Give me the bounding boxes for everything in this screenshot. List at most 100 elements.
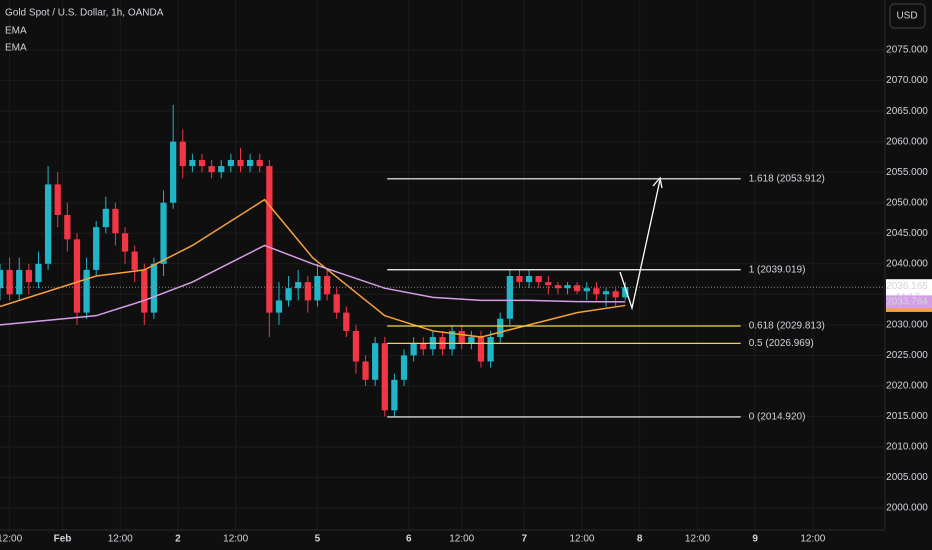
candle-body <box>314 275 321 301</box>
candle-body <box>506 275 513 319</box>
candle-body <box>516 275 523 283</box>
candle-body <box>323 275 331 295</box>
x-tick-label: 7 <box>521 534 527 545</box>
fib-label: 0 (2014.920) <box>749 412 806 423</box>
candle-body <box>583 288 590 292</box>
x-tick-label: 5 <box>315 534 321 545</box>
x-tick-label: 12:00 <box>0 534 23 545</box>
candle-body <box>150 263 158 313</box>
chart-title: Gold Spot / U.S. Dollar, 1h, OANDA <box>5 8 164 19</box>
candle-body <box>246 159 254 167</box>
x-tick-label: Feb <box>54 534 72 545</box>
ema-line <box>0 198 626 338</box>
candle-body <box>102 208 109 228</box>
y-tick-label: 2065.000 <box>886 106 928 117</box>
candle-body <box>208 166 215 173</box>
candle-body <box>477 337 485 362</box>
fib-label: 0.618 (2029.813) <box>749 321 825 332</box>
candle-body <box>574 285 581 292</box>
candle-body <box>64 214 71 240</box>
candle-body <box>198 159 206 167</box>
candle-body <box>622 287 629 298</box>
candle-body <box>545 282 552 286</box>
candle-body <box>612 291 619 298</box>
x-tick-label: 6 <box>406 534 412 545</box>
candle-body <box>343 312 350 331</box>
x-tick-label: 2 <box>175 534 181 545</box>
arrow-head <box>652 176 663 189</box>
y-tick-label: 2015.000 <box>886 411 928 422</box>
fib-label: 0.5 (2026.969) <box>749 338 814 349</box>
candle-body <box>227 159 234 167</box>
candle-body <box>16 269 23 295</box>
candle-body <box>535 275 542 283</box>
y-tick-label: 2010.000 <box>886 442 928 453</box>
candle-body <box>458 330 465 344</box>
candle-body <box>35 263 42 283</box>
y-tick-label: 2075.000 <box>886 45 928 56</box>
y-tick-label: 2070.000 <box>886 75 928 86</box>
currency[interactable]: USD <box>896 11 917 22</box>
candle-body <box>362 361 369 380</box>
candle-body <box>468 337 475 344</box>
candle-body <box>189 159 196 167</box>
candle-body <box>564 285 571 289</box>
candle-body <box>266 166 273 313</box>
candle-body <box>497 318 504 338</box>
candle-body <box>73 239 81 313</box>
candle-body <box>391 379 398 411</box>
candle-body <box>410 343 417 356</box>
ema-tag <box>886 295 932 309</box>
candle-body <box>6 269 13 295</box>
x-tick-label: 12:00 <box>800 534 825 545</box>
y-tick-label: 2030.000 <box>886 319 928 330</box>
candle-body <box>593 288 600 295</box>
candle-body <box>179 141 186 167</box>
candle-body <box>237 159 244 167</box>
y-tick-label: 2050.000 <box>886 197 928 208</box>
candle-body <box>131 251 138 270</box>
candle-body <box>218 166 225 173</box>
x-tick-label: 8 <box>637 534 643 545</box>
y-tick-label: 2020.000 <box>886 381 928 392</box>
candle-body <box>112 208 119 234</box>
candle-body <box>256 159 263 167</box>
fib-label: 1.618 (2053.912) <box>749 173 825 184</box>
candle-body <box>352 330 360 362</box>
candle-body <box>93 227 100 270</box>
candle-body <box>448 330 456 350</box>
candle-body <box>54 184 61 215</box>
y-tick-label: 2025.000 <box>886 350 928 361</box>
candle-body <box>44 184 52 264</box>
legend-entry: EMA <box>5 26 27 37</box>
y-tick-label: 2040.000 <box>886 258 928 269</box>
y-tick-label: 2005.000 <box>886 472 928 483</box>
x-tick-label: 9 <box>752 534 758 545</box>
candle-body <box>285 288 292 301</box>
x-tick-label: 12:00 <box>685 534 710 545</box>
candle-body <box>295 282 302 289</box>
candle-body <box>0 269 4 289</box>
candle-body <box>381 343 388 411</box>
candle-body <box>160 202 167 264</box>
candle-body <box>525 275 533 283</box>
y-tick-label: 2060.000 <box>886 136 928 147</box>
candle-body <box>25 269 32 283</box>
x-tick-label: 12:00 <box>449 534 474 545</box>
candle-body <box>121 233 129 252</box>
currency-box[interactable] <box>889 3 926 29</box>
projection-arrow <box>619 179 661 311</box>
price-label: 2036.165 <box>886 281 928 292</box>
candle-body <box>141 269 148 313</box>
ema-value-label: 2033.764 <box>886 296 928 307</box>
candle-body <box>420 343 427 350</box>
candle-body <box>333 294 340 313</box>
candle-body <box>372 343 379 380</box>
y-tick-label: 2055.000 <box>886 167 928 178</box>
y-tick-label: 2045.000 <box>886 228 928 239</box>
candle-body <box>602 291 610 295</box>
candle-body <box>400 355 408 380</box>
candle-body <box>83 269 90 313</box>
candle-body <box>170 141 177 203</box>
candle-body <box>554 285 562 289</box>
